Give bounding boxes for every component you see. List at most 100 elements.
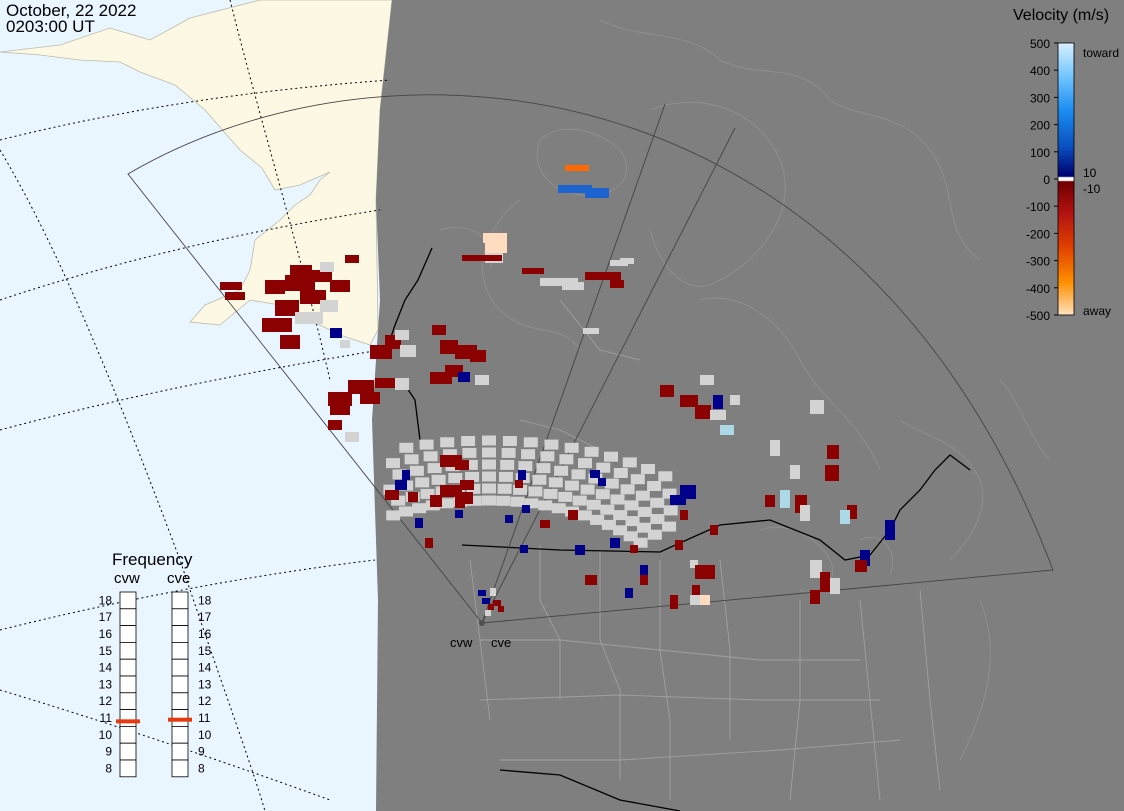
velocity-cell xyxy=(585,575,597,585)
frequency-gauge-cell xyxy=(171,742,189,761)
velocity-cell xyxy=(348,380,374,394)
velocity-cell xyxy=(640,575,648,585)
colorbar-tick-label: -300 xyxy=(1026,255,1050,269)
velocity-cell xyxy=(386,458,400,469)
frequency-scale-label: 16 xyxy=(99,627,113,641)
velocity-cell xyxy=(496,495,511,506)
velocity-cell xyxy=(300,290,326,304)
frequency-gauge-cell xyxy=(119,759,137,778)
frequency-radar-cve: cve xyxy=(167,570,190,587)
velocity-cell xyxy=(650,497,665,508)
velocity-cell xyxy=(430,495,442,507)
velocity-cell xyxy=(695,405,711,419)
velocity-cell xyxy=(485,610,491,616)
frequency-gauge-cell xyxy=(171,692,189,710)
frequency-gauge-cell xyxy=(119,692,137,710)
colorbar-tick-label: 0 xyxy=(1043,173,1050,187)
velocity-cell xyxy=(585,272,621,280)
velocity-cell xyxy=(528,486,543,497)
velocity-cell xyxy=(558,185,592,193)
velocity-cell xyxy=(432,325,446,335)
velocity-cell xyxy=(415,477,430,488)
velocity-cell xyxy=(408,492,418,502)
frequency-scale-label: 14 xyxy=(99,661,113,675)
velocity-cell xyxy=(275,300,299,316)
velocity-cell xyxy=(482,471,496,482)
velocity-cell xyxy=(810,560,822,578)
velocity-cell xyxy=(690,560,698,568)
velocity-cell xyxy=(501,447,516,458)
frequency-gauge-cell xyxy=(171,658,189,677)
velocity-cell xyxy=(590,514,605,525)
velocity-cell xyxy=(470,350,486,362)
velocity-cell xyxy=(404,454,419,465)
frequency-marker xyxy=(116,719,140,724)
velocity-cell xyxy=(595,489,610,500)
frequency-gauge-cell xyxy=(119,591,137,610)
velocity-cell xyxy=(595,188,609,196)
frequency-scale-label: 14 xyxy=(198,661,212,675)
velocity-cell xyxy=(482,447,496,458)
colorbar-ticks: 500 400 300 200 100 0 -100 -200 -300 -400 -500 xyxy=(1026,37,1058,323)
colorbar-tick-label: 100 xyxy=(1030,146,1050,160)
frequency-scale-label: 8 xyxy=(105,761,112,775)
velocity-cell xyxy=(448,473,463,483)
colorbar-label-neg: -10 xyxy=(1083,182,1101,196)
velocity-cell xyxy=(625,516,640,527)
velocity-cell xyxy=(383,484,398,495)
velocity-cell xyxy=(885,520,895,540)
velocity-cell xyxy=(392,469,407,480)
velocity-cell xyxy=(520,545,528,553)
colorbar-label-toward: toward xyxy=(1083,46,1119,60)
colorbar-tick-label: -400 xyxy=(1026,282,1050,296)
frequency-gauge-cell xyxy=(119,658,137,677)
velocity-cell xyxy=(220,282,242,290)
frequency-gauge-cell xyxy=(119,709,137,727)
velocity-cell xyxy=(395,378,409,390)
time-label: 0203:00 UT xyxy=(6,17,95,36)
frequency-scale-label: 17 xyxy=(99,610,113,624)
frequency-scale-label: 13 xyxy=(99,677,113,691)
velocity-cell xyxy=(465,471,480,482)
velocity-cell xyxy=(493,600,501,606)
velocity-cell xyxy=(395,480,407,490)
radar-site-label-cvw: cvw xyxy=(450,635,473,650)
velocity-cell xyxy=(637,506,652,517)
frequency-scale-label: 9 xyxy=(105,745,112,759)
velocity-cell xyxy=(482,459,496,470)
velocity-cell xyxy=(700,375,714,385)
velocity-cell xyxy=(500,459,515,470)
velocity-cell xyxy=(427,463,442,474)
velocity-cell xyxy=(662,521,677,532)
velocity-cell xyxy=(830,578,840,594)
velocity-cell xyxy=(536,463,551,474)
frequency-scale-label: 15 xyxy=(99,644,113,658)
velocity-cell xyxy=(565,165,589,171)
velocity-cell xyxy=(647,481,662,491)
velocity-cell xyxy=(710,410,726,420)
frequency-gauge-cell xyxy=(119,742,137,761)
frequency-scale-label: 12 xyxy=(198,694,212,708)
velocity-cell xyxy=(395,330,409,340)
radar-sites: cvw cve xyxy=(450,620,511,650)
frequency-radar-cvw: cvw xyxy=(114,570,140,587)
frequency-scale-label: 11 xyxy=(198,711,211,725)
velocity-cell xyxy=(386,510,401,521)
colorbar-tick-label: 300 xyxy=(1030,91,1050,105)
velocity-cell xyxy=(399,506,413,517)
velocity-cell xyxy=(613,468,628,478)
velocity-cell xyxy=(633,537,648,548)
velocity-cell xyxy=(604,451,618,462)
velocity-cell xyxy=(572,495,587,506)
frequency-scale-label: 10 xyxy=(99,728,113,742)
velocity-cell xyxy=(558,491,573,502)
velocity-cell xyxy=(620,484,635,495)
velocity-cell xyxy=(692,585,700,597)
frequency-panel: Frequency cvw cve 18 18 17 17 16 16 15 15 14 14 13… xyxy=(99,550,212,778)
velocity-cell xyxy=(402,470,410,480)
velocity-cell xyxy=(330,280,350,292)
velocity-cell xyxy=(400,345,416,357)
velocity-cell xyxy=(409,465,424,476)
velocity-cell xyxy=(770,440,780,456)
